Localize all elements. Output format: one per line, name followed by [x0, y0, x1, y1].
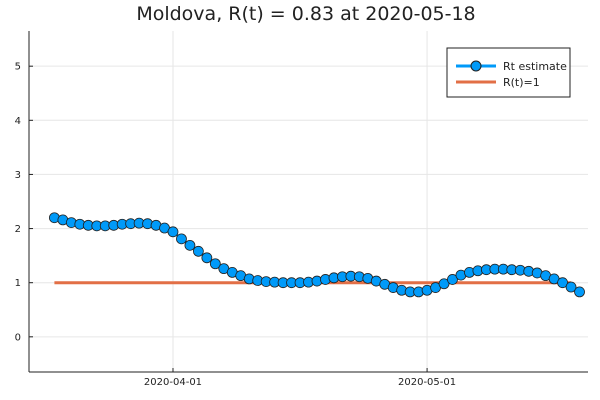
- rt-data-point: [167, 226, 179, 238]
- axes: [28, 31, 588, 373]
- chart-title: Moldova, R(t) = 0.83 at 2020-05-18: [136, 3, 475, 25]
- rt-data-point: [176, 233, 187, 245]
- y-tick-label: 2: [15, 224, 21, 235]
- rt-data-point: [201, 252, 213, 264]
- legend-rt-label: Rt estimate: [503, 60, 567, 73]
- y-tick-label: 0: [15, 332, 21, 343]
- x-tick-label: 2020-04-01: [144, 377, 202, 388]
- x-tick-label: 2020-05-01: [398, 377, 456, 388]
- y-tick-label: 1: [15, 278, 21, 289]
- legend-ref-label: R(t)=1: [503, 76, 540, 89]
- legend-rt-marker: [470, 60, 482, 72]
- rt-data-point: [192, 245, 204, 257]
- rt-data-point: [557, 277, 568, 289]
- rt-estimate-series: [49, 212, 585, 298]
- rt-data-point: [574, 286, 585, 298]
- y-tick-label: 4: [15, 116, 21, 127]
- legend: Rt estimate R(t)=1: [446, 47, 571, 98]
- rt-data-point: [565, 281, 577, 293]
- rt-data-point: [209, 258, 221, 270]
- tick-labels: 0 1 2 3 4 5 2020-04-01 2020-05-01: [15, 62, 457, 388]
- legend-box: [446, 47, 571, 98]
- y-tick-label: 3: [15, 170, 21, 181]
- rt-data-point: [438, 278, 450, 290]
- rt-data-point: [447, 274, 458, 285]
- rt-data-point: [184, 239, 196, 251]
- y-tick-label: 5: [15, 62, 21, 73]
